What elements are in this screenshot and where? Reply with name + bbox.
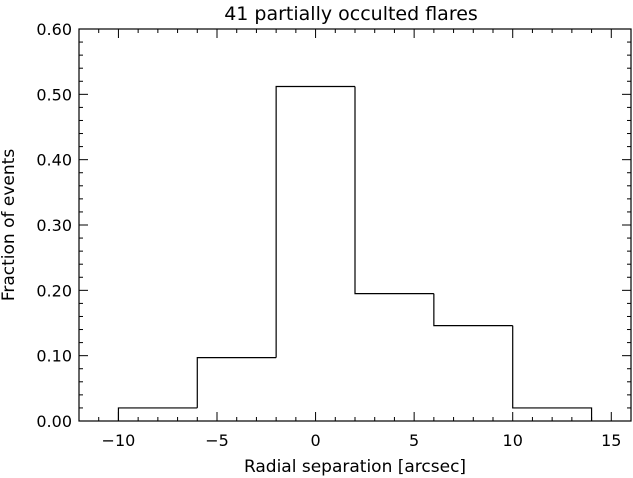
y-axis: 0.00 0.10 0.20 0.30 0.40 0.50 0.60 — [36, 20, 631, 431]
histogram-bar — [354, 86, 434, 295]
x-axis-label: Radial separation [arcsec] — [244, 457, 466, 477]
y-tick-label: 0.20 — [36, 281, 72, 300]
histogram-bars — [117, 85, 593, 421]
y-tick-label: 0.10 — [36, 347, 72, 366]
y-tick-label: 0.40 — [36, 151, 72, 170]
histogram-bar — [117, 407, 198, 421]
x-tick-label: −10 — [102, 431, 136, 450]
histogram-bar — [512, 325, 593, 421]
histogram-bar — [433, 293, 513, 327]
x-tick-label: 10 — [503, 431, 523, 450]
x-tick-label: −5 — [205, 431, 229, 450]
y-axis-label: Fraction of events — [0, 149, 19, 301]
x-tick-label: 5 — [409, 431, 419, 450]
x-tick-label: 0 — [310, 431, 320, 450]
y-tick-label: 0.00 — [36, 412, 72, 431]
y-tick-label: 0.30 — [36, 216, 72, 235]
chart-title: 41 partially occulted flares — [224, 3, 478, 25]
histogram-bar — [196, 357, 277, 408]
y-tick-label: 0.50 — [36, 85, 72, 104]
x-axis: −10 −5 0 5 10 15 — [78, 29, 632, 450]
x-tick-label: 15 — [601, 431, 621, 450]
histogram-bar — [275, 85, 355, 358]
y-tick-label: 0.60 — [36, 20, 72, 39]
